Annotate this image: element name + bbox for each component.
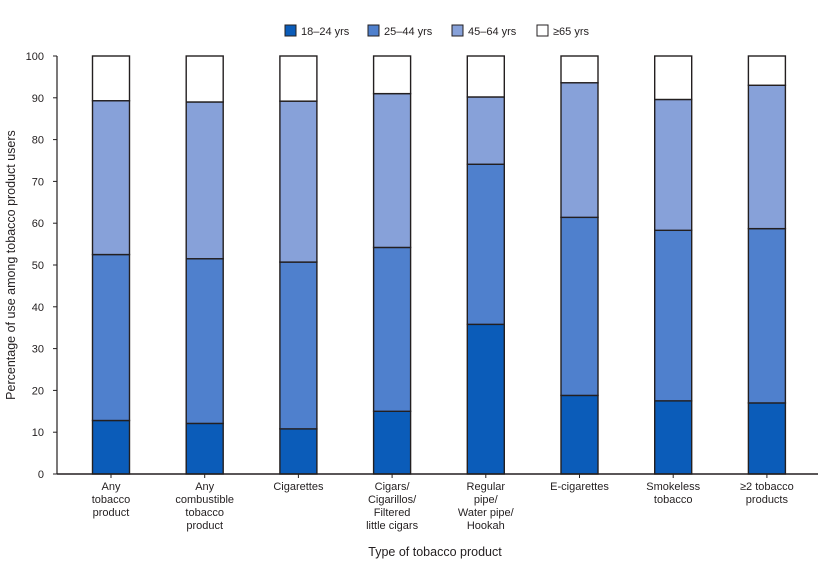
x-tick-label: Smokeless tobacco xyxy=(646,481,700,506)
x-tick-label-line: combustible xyxy=(175,494,234,506)
x-tick-label-line: Smokeless xyxy=(646,481,700,493)
x-tick-label: Any tobacco product xyxy=(92,481,131,519)
bar-segment-2544yrs xyxy=(560,216,599,397)
bar-segment-1824yrs xyxy=(466,323,505,475)
y-tick-label: 20 xyxy=(32,385,44,397)
x-tick-label: Cigarettes xyxy=(273,481,324,493)
x-tick-label-line: Cigarettes xyxy=(273,481,324,493)
y-tick-label: 70 xyxy=(32,176,44,188)
x-tick-label-line: little cigars xyxy=(366,520,418,532)
x-tick-label: Regular pipe/Water pipe/Hookah xyxy=(458,481,515,532)
bar-segment-65yrs xyxy=(560,55,599,84)
x-tick-label: E-cigarettes xyxy=(550,481,609,493)
x-tick-label-line: pipe/ xyxy=(474,494,499,506)
bar-segment-1824yrs xyxy=(372,410,412,475)
x-tick-label-line: tobacco xyxy=(92,494,131,506)
x-tick-label-line: product xyxy=(186,520,223,532)
bars xyxy=(91,55,787,475)
bar-segment-2544yrs xyxy=(747,227,787,404)
bar-segment-4564yrs xyxy=(747,84,787,230)
y-tick-label: 90 xyxy=(32,93,44,105)
bar-segment-1824yrs xyxy=(747,402,787,475)
x-tick-label-line: E-cigarettes xyxy=(550,481,609,493)
y-tick-label: 50 xyxy=(32,260,44,272)
bar-segment-1824yrs xyxy=(654,400,693,475)
x-tick-label-line: tobacco xyxy=(654,494,693,506)
y-tick-label: 100 xyxy=(26,51,44,63)
x-tick-label-line: ≥2 tobacco xyxy=(740,481,794,493)
bar-segment-65yrs xyxy=(185,55,224,103)
bar-segment-4564yrs xyxy=(372,92,412,249)
bar-segment-1824yrs xyxy=(185,422,224,475)
bar-segment-2544yrs xyxy=(372,246,412,413)
bar-segment-2544yrs xyxy=(654,229,693,402)
x-tick-label: Cigars/Cigarillos/Filtered little cigars xyxy=(366,481,418,532)
x-tick-label-line: products xyxy=(746,494,789,506)
bar-segment-65yrs xyxy=(466,55,505,98)
bar-segment-1824yrs xyxy=(279,428,318,475)
y-tick-label: 60 xyxy=(32,218,44,230)
legend-swatch xyxy=(284,24,297,37)
x-tick-label-line: Hookah xyxy=(467,520,505,532)
bar-segment-4564yrs xyxy=(91,100,131,256)
bar-segment-4564yrs xyxy=(560,82,599,219)
bar-segment-65yrs xyxy=(654,55,693,101)
bar-segment-4564yrs xyxy=(654,98,693,232)
bar-segment-65yrs xyxy=(372,55,412,95)
bar-segment-2544yrs xyxy=(91,253,131,422)
legend-swatch xyxy=(536,24,549,37)
x-axis-label: Type of tobacco product xyxy=(368,545,502,559)
bar-segment-65yrs xyxy=(279,55,318,102)
y-tick-label: 40 xyxy=(32,302,44,314)
x-tick-label-line: Filtered xyxy=(374,507,411,519)
bar-segment-2544yrs xyxy=(279,261,318,430)
bar-segment-65yrs xyxy=(747,55,787,86)
legend-swatch xyxy=(451,24,464,37)
y-axis: 0 10 20 30 40 50 60 70 80 90 100 xyxy=(26,51,58,481)
bar-segment-1824yrs xyxy=(560,394,599,475)
bar-segment-4564yrs xyxy=(466,96,505,165)
legend-swatch xyxy=(367,24,380,37)
x-tick-label: ≥2 tobacco products xyxy=(740,481,794,506)
x-tick-label-line: Regular xyxy=(467,481,506,493)
y-tick-label: 10 xyxy=(32,427,44,439)
y-tick-label: 30 xyxy=(32,344,44,356)
bar-segment-4564yrs xyxy=(185,101,224,260)
bar-segment-2544yrs xyxy=(466,163,505,326)
bar-segment-65yrs xyxy=(91,55,131,102)
x-tick-label-line: tobacco xyxy=(185,507,224,519)
legend: 18–24 yrs 25–44 yrs 45–64 yrs ≥65 yrs xyxy=(284,24,589,38)
bar-segment-2544yrs xyxy=(185,258,224,425)
x-tick-label: Any combustible tobacco product xyxy=(175,481,234,532)
y-tick-label: 0 xyxy=(38,469,44,481)
legend-label: 25–44 yrs xyxy=(384,26,433,38)
y-axis-label: Percentage of use among tobacco product … xyxy=(4,130,18,400)
y-tick-label: 80 xyxy=(32,135,44,147)
legend-label: 45–64 yrs xyxy=(468,26,517,38)
x-tick-label-line: Any xyxy=(102,481,121,493)
x-tick-label-line: Cigars/ xyxy=(375,481,411,493)
bar-segment-4564yrs xyxy=(279,100,318,263)
x-tick-label-line: Water pipe/ xyxy=(458,507,515,519)
legend-label: 18–24 yrs xyxy=(301,26,350,38)
bar-segment-1824yrs xyxy=(91,419,131,475)
x-tick-label-line: Any xyxy=(195,481,214,493)
x-tick-label-line: product xyxy=(93,507,130,519)
x-tick-label-line: Cigarillos/ xyxy=(368,494,417,506)
legend-label: ≥65 yrs xyxy=(553,26,589,38)
